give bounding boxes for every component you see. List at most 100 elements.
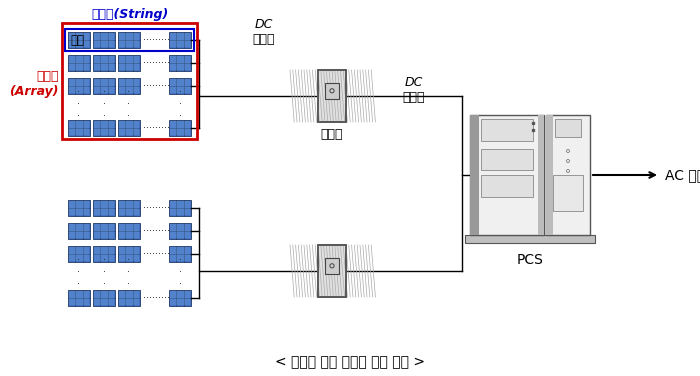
- Bar: [65, 29, 194, 51]
- Bar: [119, 56, 139, 70]
- Bar: [93, 120, 115, 136]
- Bar: [169, 246, 191, 262]
- Bar: [93, 223, 115, 239]
- Bar: [94, 121, 114, 135]
- Text: 접속반: 접속반: [321, 127, 343, 141]
- Text: ·
·
·: · · ·: [102, 255, 106, 289]
- Bar: [119, 224, 139, 238]
- Bar: [93, 290, 115, 306]
- Bar: [170, 56, 190, 70]
- Text: ·
·
·: · · ·: [102, 87, 106, 121]
- Bar: [69, 121, 89, 135]
- Bar: [118, 32, 140, 48]
- Text: ·········: ·········: [143, 58, 169, 68]
- Bar: [318, 245, 346, 297]
- Text: 스트링(String): 스트링(String): [91, 8, 168, 21]
- Bar: [470, 115, 544, 235]
- Text: DC
케이블: DC 케이블: [252, 18, 274, 46]
- Bar: [169, 32, 191, 48]
- Bar: [170, 247, 190, 261]
- Bar: [118, 223, 140, 239]
- Text: AC 계통: AC 계통: [665, 168, 700, 182]
- Bar: [546, 115, 590, 235]
- Text: DC
케이블: DC 케이블: [402, 76, 426, 104]
- Bar: [481, 119, 533, 141]
- Text: ·········: ·········: [143, 293, 169, 303]
- Bar: [118, 246, 140, 262]
- Bar: [170, 79, 190, 93]
- Bar: [170, 201, 190, 215]
- Bar: [465, 235, 595, 243]
- Bar: [69, 56, 89, 70]
- Bar: [318, 70, 346, 122]
- Bar: [555, 119, 581, 137]
- Bar: [170, 291, 190, 305]
- Text: ·
·
·: · · ·: [178, 255, 181, 289]
- Bar: [69, 247, 89, 261]
- Text: ·
·
·: · · ·: [78, 87, 80, 121]
- Bar: [118, 55, 140, 71]
- Bar: [318, 245, 346, 297]
- Bar: [68, 55, 90, 71]
- Bar: [69, 291, 89, 305]
- Bar: [93, 55, 115, 71]
- Text: ·········: ·········: [143, 226, 169, 236]
- Bar: [69, 79, 89, 93]
- Bar: [93, 32, 115, 48]
- Bar: [94, 224, 114, 238]
- Bar: [93, 78, 115, 94]
- Text: < 태양광 발전 시스템 기본 구조 >: < 태양광 발전 시스템 기본 구조 >: [275, 355, 425, 369]
- Bar: [169, 55, 191, 71]
- Text: ·
·
·: · · ·: [127, 87, 130, 121]
- Bar: [118, 200, 140, 216]
- Bar: [169, 223, 191, 239]
- Bar: [552, 175, 583, 211]
- Bar: [169, 120, 191, 136]
- Text: ·········: ·········: [143, 123, 169, 133]
- Bar: [170, 121, 190, 135]
- Bar: [119, 79, 139, 93]
- Text: ·
·
·: · · ·: [178, 87, 181, 121]
- Bar: [481, 149, 533, 170]
- Bar: [94, 56, 114, 70]
- Text: ·
·
·: · · ·: [127, 255, 130, 289]
- Bar: [170, 224, 190, 238]
- Text: PCS: PCS: [517, 253, 543, 267]
- Bar: [481, 175, 533, 197]
- Bar: [169, 200, 191, 216]
- Text: 모듈: 모듈: [70, 33, 84, 47]
- Bar: [68, 32, 90, 48]
- Text: ·
·
·: · · ·: [78, 255, 80, 289]
- Bar: [68, 120, 90, 136]
- Bar: [119, 33, 139, 47]
- Bar: [546, 115, 552, 235]
- Text: 어레이
(Array): 어레이 (Array): [10, 70, 59, 98]
- Bar: [169, 290, 191, 306]
- Bar: [119, 291, 139, 305]
- Bar: [68, 246, 90, 262]
- Bar: [538, 115, 544, 235]
- Bar: [68, 78, 90, 94]
- Bar: [69, 201, 89, 215]
- Bar: [69, 33, 89, 47]
- Bar: [470, 115, 479, 235]
- Bar: [118, 290, 140, 306]
- Bar: [318, 70, 346, 122]
- Text: ·········: ·········: [143, 81, 169, 91]
- Bar: [119, 121, 139, 135]
- Bar: [118, 78, 140, 94]
- Text: ·········: ·········: [143, 203, 169, 213]
- Bar: [119, 247, 139, 261]
- Bar: [93, 246, 115, 262]
- Bar: [94, 79, 114, 93]
- Bar: [119, 201, 139, 215]
- Bar: [325, 83, 339, 99]
- Bar: [169, 78, 191, 94]
- Bar: [118, 120, 140, 136]
- Bar: [94, 201, 114, 215]
- Bar: [69, 224, 89, 238]
- Bar: [94, 33, 114, 47]
- Bar: [170, 33, 190, 47]
- Bar: [68, 223, 90, 239]
- Bar: [62, 23, 197, 139]
